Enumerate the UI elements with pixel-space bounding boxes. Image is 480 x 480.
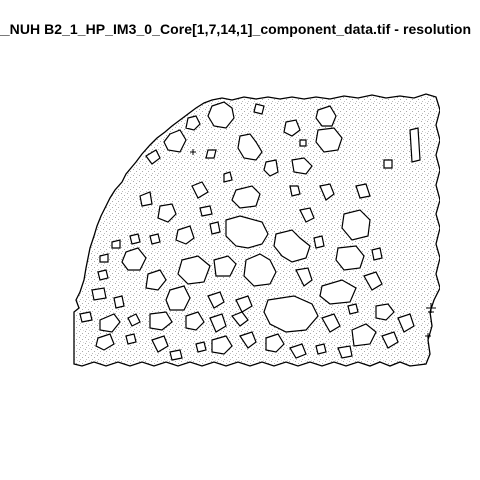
tissue-holes <box>79 101 421 361</box>
cross-markers <box>190 149 436 339</box>
plot-title: __NUH B2_1_HP_IM3_0_Core[1,7,14,1]_compo… <box>0 21 472 37</box>
